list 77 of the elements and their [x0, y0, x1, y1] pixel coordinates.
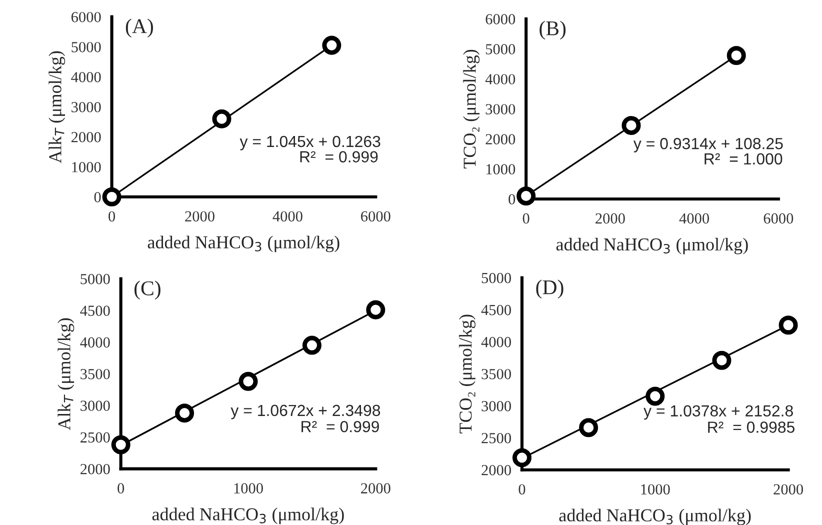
y-tick-label: 4500: [80, 306, 110, 316]
y-tick-label: 1000: [486, 164, 516, 174]
point: [302, 336, 322, 355]
chart-title: (D): [536, 280, 564, 299]
point: [175, 404, 194, 423]
annotation: y = 1.045x + 0.1263: [240, 136, 380, 150]
y-tick-label: 2500: [80, 432, 110, 443]
y-tick-label: 4500: [481, 304, 511, 316]
y-tick-label: 3500: [482, 368, 511, 380]
annotation: y = 1.0672x + 2.3498: [230, 404, 380, 420]
y-tick-label: 6000: [71, 12, 101, 22]
y-tick-label: 1000: [72, 162, 101, 172]
annotation: R² = 0.999: [300, 151, 378, 162]
y-tick-label: 5000: [482, 272, 511, 284]
annotation: y = 1.0378x + 2152.8: [644, 405, 793, 420]
chart-title: (A): [126, 18, 153, 38]
annotation: R² = 1.000: [704, 153, 782, 165]
y-tick-label: 0: [508, 194, 516, 204]
y-axis-title: TCO₂ (μmol/kg): [463, 50, 480, 168]
y-tick-label: 2000: [80, 464, 110, 474]
x-tick-label: 2000: [185, 211, 214, 222]
y-tick-label: 3000: [72, 102, 101, 112]
x-tick-label: 0: [522, 213, 530, 224]
y-tick-label: 3000: [486, 104, 516, 114]
y-tick-label: 5000: [80, 274, 110, 284]
y-tick-label: 2000: [482, 465, 511, 476]
y-tick-label: 6000: [486, 14, 516, 24]
point: [726, 46, 746, 66]
point: [102, 187, 122, 206]
point: [111, 435, 130, 454]
annotation: R² = 0.999: [302, 420, 379, 432]
y-tick-label: 5000: [72, 42, 101, 52]
x-tick-label: 6000: [764, 213, 794, 224]
x-tick-label: 0: [518, 484, 526, 495]
point: [516, 186, 536, 206]
x-tick-label: 4000: [679, 213, 710, 224]
x-tick-label: 2000: [361, 483, 390, 494]
point: [646, 386, 665, 406]
y-tick-label: 3000: [482, 400, 511, 412]
y-tick-label: 2000: [71, 132, 101, 142]
y-tick-label: 4000: [485, 74, 516, 84]
point: [579, 418, 598, 438]
y-tick-label: 3500: [80, 368, 110, 380]
x-tick-label: 6000: [361, 211, 390, 222]
x-tick-label: 0: [118, 483, 124, 494]
x-tick-label: 2000: [596, 213, 625, 224]
chart-title: (C): [134, 280, 160, 300]
chart-title: (B): [540, 20, 566, 40]
y-tick-label: 4000: [481, 336, 511, 348]
point: [778, 316, 798, 335]
y-axis-title: TCO₂ (μmol/kg): [459, 314, 476, 434]
annotation: y = 0.9314x + 108.25: [633, 138, 783, 152]
point: [512, 448, 532, 468]
y-axis-title: Alk$_{T}$ (μmol/kg): [48, 51, 66, 164]
x-tick-label: 1000: [234, 483, 263, 494]
x-axis-title: added NaHCO$_{3}$ (μmol/kg): [148, 236, 340, 252]
x-axis-title: added NaHCO$_{3}$ (μmol/kg): [152, 508, 344, 524]
y-tick-label: 0: [94, 192, 101, 202]
point: [238, 372, 258, 391]
point: [712, 350, 732, 370]
point: [622, 116, 641, 135]
x-tick-label: 4000: [272, 211, 302, 222]
y-tick-label: 4000: [71, 72, 101, 82]
point: [322, 36, 342, 55]
y-tick-label: 3000: [80, 400, 110, 411]
y-tick-label: 2500: [482, 432, 511, 444]
point: [212, 109, 232, 128]
x-tick-label: 1000: [641, 484, 670, 495]
x-axis-title: added NaHCO$_{3}$ (μmol/kg): [556, 238, 748, 254]
y-tick-label: 4000: [80, 337, 110, 348]
y-tick-label: 2000: [486, 134, 516, 144]
x-tick-label: 2000: [774, 484, 803, 495]
x-axis-title: added NaHCO$_{3}$ (μmol/kg): [559, 508, 751, 525]
y-tick-label: 5000: [486, 44, 516, 54]
point: [366, 300, 386, 320]
annotation: R² = 0.9985: [708, 422, 795, 433]
y-axis-title: Alk$_{T}$ (μmol/kg): [58, 318, 74, 430]
